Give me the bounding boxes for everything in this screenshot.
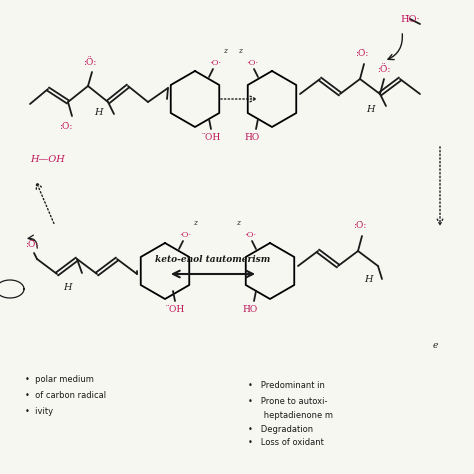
Text: •   Loss of oxidant: • Loss of oxidant [248,438,324,447]
Text: :Ȯ:: :Ȯ: [59,121,73,130]
Text: ḢO·: ḢO· [400,15,420,24]
Text: z: z [238,47,242,55]
Text: •  ivity: • ivity [25,407,53,416]
Text: H—OH: H—OH [30,155,65,164]
Text: ·O·: ·O· [209,59,221,67]
Text: ̈̈OH: ̈̈OH [205,133,220,142]
Text: •   Degradation: • Degradation [248,425,313,434]
Text: :Ö̇:: :Ö̇: [377,64,391,73]
Text: Ḧ̈O: Ḧ̈O [245,133,260,142]
Text: H: H [63,283,71,292]
Text: :Ȯ:: :Ȯ: [353,220,367,229]
Text: ̈̈OH: ̈̈OH [169,304,185,313]
Text: z: z [193,219,197,227]
Text: H: H [366,104,374,113]
Text: •   Prone to autoxi-: • Prone to autoxi- [248,398,328,407]
Text: •  polar medium: • polar medium [25,374,94,383]
Text: :Ö̇:: :Ö̇: [83,57,97,66]
Text: z: z [223,47,227,55]
Text: •  of carbon radical: • of carbon radical [25,391,106,400]
Text: H: H [94,108,102,117]
Text: Ḧ̈O: Ḧ̈O [242,304,258,313]
Text: e: e [432,341,438,350]
Text: :Ȯ:: :Ȯ: [356,48,369,57]
Text: z: z [236,219,240,227]
Text: •   Predominant in: • Predominant in [248,382,325,391]
Text: heptadienone m: heptadienone m [248,411,333,420]
Text: :Ȯ:: :Ȯ: [25,239,39,248]
Text: ·O·: ·O· [246,59,258,67]
Text: H: H [364,274,372,283]
Text: ·O·: ·O· [244,231,256,239]
Text: keto-enol tautomerism: keto-enol tautomerism [155,255,271,264]
Text: ·O·: ·O· [179,231,191,239]
